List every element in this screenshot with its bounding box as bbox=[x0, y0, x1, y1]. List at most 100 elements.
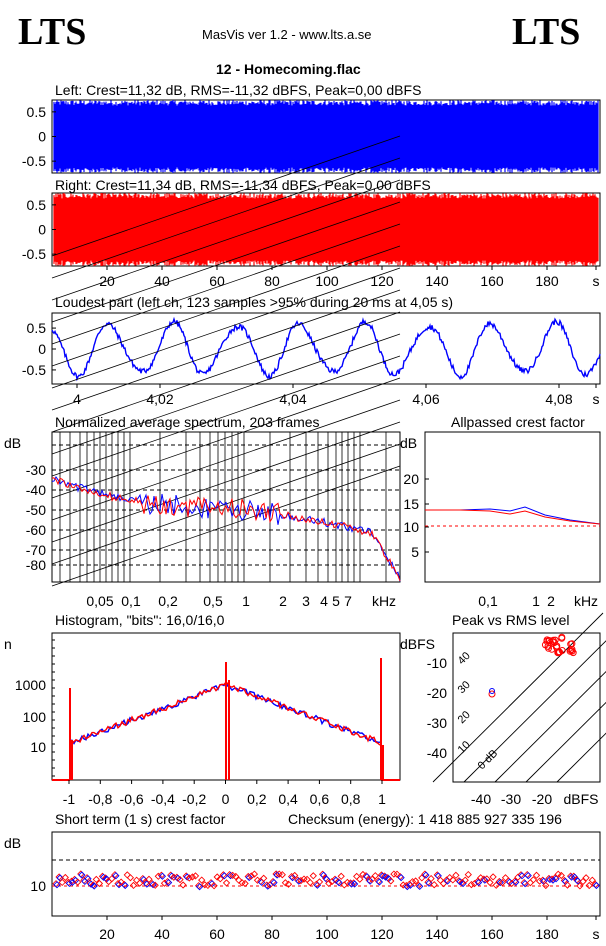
y-tick-label: -0.5 bbox=[22, 153, 46, 169]
track-title: 12 - Homecoming.flac bbox=[216, 61, 361, 77]
crest-marker bbox=[77, 870, 85, 878]
crest-marker bbox=[377, 871, 386, 879]
spectrum-caption: Normalized average spectrum, 203 frames bbox=[55, 414, 320, 430]
y-tick-label: 10 bbox=[30, 739, 46, 755]
allpassed-caption: Allpassed crest factor bbox=[451, 414, 585, 430]
crest-marker bbox=[136, 879, 144, 887]
crest-marker bbox=[183, 873, 191, 881]
x-tick-label: 2 bbox=[279, 593, 287, 609]
crest-marker bbox=[309, 872, 317, 880]
slope-line bbox=[51, 377, 401, 499]
crest-marker bbox=[366, 877, 374, 885]
crest-marker bbox=[185, 874, 193, 882]
crest-marker bbox=[416, 882, 424, 891]
x-tick-label: 0,05 bbox=[86, 593, 113, 609]
x-tick-label: 20 bbox=[99, 926, 115, 942]
crest-marker bbox=[325, 879, 333, 888]
crest-marker bbox=[557, 871, 565, 880]
x-tick-label: 60 bbox=[209, 926, 225, 942]
crest-marker bbox=[149, 880, 157, 889]
rms-point bbox=[567, 646, 575, 654]
x-tick-label: 0,1 bbox=[478, 593, 498, 609]
crest-marker bbox=[284, 880, 293, 888]
crest-marker bbox=[198, 876, 206, 884]
rms-point bbox=[488, 690, 496, 698]
slope-line bbox=[51, 421, 401, 543]
x-tick-label: kHz bbox=[574, 593, 598, 609]
diagonal-label: 30 bbox=[456, 679, 473, 696]
y-tick-label: -0.5 bbox=[22, 246, 46, 262]
x-tick-label: 3 bbox=[302, 593, 310, 609]
crest-marker bbox=[291, 871, 299, 880]
crest-marker bbox=[425, 879, 433, 887]
x-tick-label: 4 bbox=[320, 593, 328, 609]
crest-marker bbox=[74, 878, 82, 886]
loudest-signal bbox=[51, 316, 601, 382]
x-tick-label: 7 bbox=[344, 593, 352, 609]
y-tick-label: 20 bbox=[403, 471, 419, 487]
y-tick-label: 10 bbox=[30, 878, 46, 894]
crest-marker bbox=[549, 876, 557, 884]
crest-marker bbox=[552, 875, 560, 883]
crest-marker bbox=[585, 881, 593, 890]
crest-marker bbox=[512, 878, 520, 886]
x-tick-label: 4,08 bbox=[545, 391, 572, 407]
crest-marker bbox=[129, 881, 138, 890]
crest-marker bbox=[588, 876, 596, 884]
x-tick-label: 0,1 bbox=[121, 593, 141, 609]
crest-marker bbox=[483, 875, 491, 883]
crest-marker bbox=[145, 875, 153, 883]
crest-marker bbox=[481, 876, 489, 884]
crest-marker bbox=[229, 871, 237, 880]
slope-line bbox=[51, 465, 401, 587]
x-tick-label: 1 bbox=[378, 791, 386, 807]
x-tick-label: 0 bbox=[222, 791, 230, 807]
x-tick-label: 0,2 bbox=[158, 593, 178, 609]
y-tick-label: -50 bbox=[26, 502, 46, 518]
crest-marker bbox=[371, 872, 379, 880]
x-tick-label: 4,04 bbox=[279, 391, 306, 407]
crest-marker bbox=[576, 882, 584, 890]
x-tick-label: 140 bbox=[425, 926, 449, 942]
crest-marker bbox=[501, 874, 510, 882]
crest-diagonal bbox=[432, 612, 604, 783]
crest-marker bbox=[567, 873, 576, 881]
crest-marker bbox=[408, 878, 417, 886]
x-tick-label: -0,6 bbox=[120, 791, 144, 807]
histogram-ylabel: n bbox=[4, 636, 12, 652]
diagonal-label: 10 bbox=[456, 739, 473, 756]
crest-marker bbox=[241, 879, 249, 888]
x-tick-label: s bbox=[593, 273, 600, 289]
x-tick-label: 0,4 bbox=[278, 791, 298, 807]
x-tick-label: 40 bbox=[154, 273, 170, 289]
x-tick-label: 1 bbox=[532, 593, 540, 609]
crest-marker bbox=[64, 878, 73, 887]
crest-marker bbox=[430, 881, 438, 889]
crest-marker bbox=[195, 883, 204, 891]
crest-marker bbox=[422, 871, 430, 879]
crest-marker bbox=[90, 882, 98, 890]
right-waveform-signal bbox=[53, 193, 599, 266]
y-tick-label: 0.5 bbox=[27, 320, 47, 336]
crest-marker bbox=[381, 873, 390, 881]
crest-marker bbox=[397, 873, 405, 882]
slope-line bbox=[51, 179, 401, 301]
crest-marker bbox=[353, 872, 361, 881]
y-tick-label: 5 bbox=[411, 544, 419, 560]
crest-marker bbox=[496, 878, 504, 887]
crest-marker bbox=[418, 874, 426, 882]
x-tick-label: 100 bbox=[315, 273, 339, 289]
x-tick-label: 4,06 bbox=[412, 391, 439, 407]
crest-marker bbox=[375, 878, 384, 886]
crest-marker bbox=[489, 873, 497, 881]
crest-marker bbox=[256, 877, 265, 885]
x-tick-label: 140 bbox=[425, 273, 449, 289]
crest-marker bbox=[456, 878, 464, 886]
crest-marker bbox=[434, 872, 442, 880]
slope-line bbox=[51, 399, 401, 521]
x-tick-label: 0,2 bbox=[247, 791, 267, 807]
crest-marker bbox=[235, 876, 243, 884]
crest-marker bbox=[99, 873, 108, 881]
crest-marker bbox=[427, 874, 435, 883]
